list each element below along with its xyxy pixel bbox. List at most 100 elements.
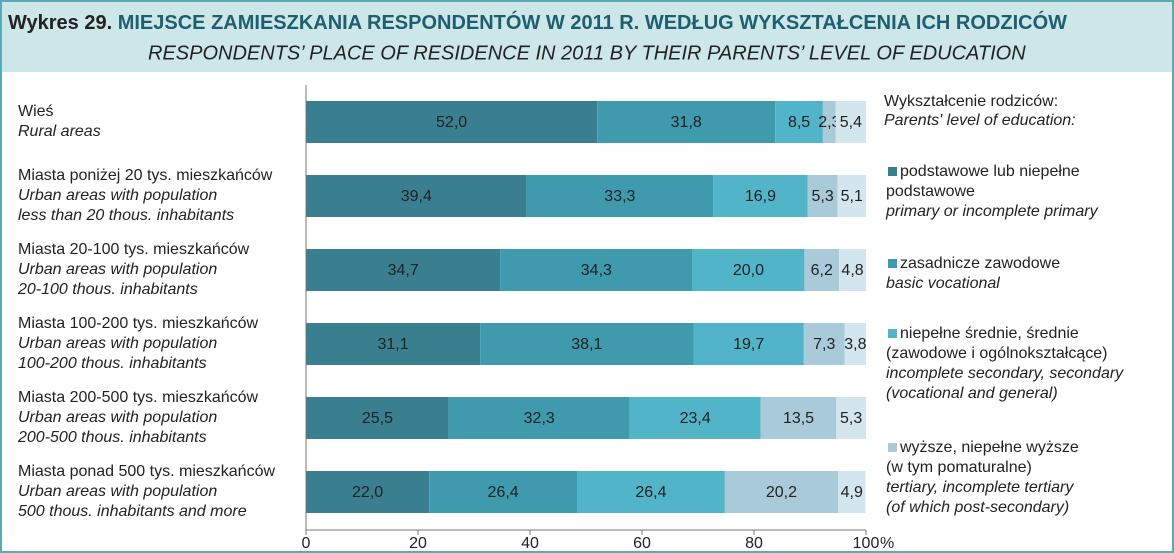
x-tick-label: 40	[521, 535, 539, 552]
legend-label: wyższe, niepełne wyższe	[899, 439, 1079, 456]
x-tick-label: 100	[853, 535, 880, 552]
category-label: Miasta poniżej 20 tys. mieszkańców	[18, 167, 273, 184]
chart-title: Wykres 29. MIEJSCE ZAMIESZKANIA RESPONDE…	[8, 10, 1067, 34]
legend-label: (zawodowe i ogólnokształcące)	[886, 345, 1107, 362]
bar-segment	[306, 175, 527, 217]
category-label: Miasta ponad 500 tys. mieszkańców	[18, 463, 275, 480]
bar-segment	[713, 175, 808, 217]
bar-segment	[629, 397, 761, 439]
category-label: Urban areas with population	[18, 335, 217, 352]
bar-segment	[724, 471, 838, 513]
value-label: 26,4	[488, 484, 519, 501]
legend-label: zasadnicze zawodowe	[900, 255, 1060, 272]
value-label: 38,1	[571, 336, 602, 353]
legend-label: podstawowe	[886, 183, 975, 200]
value-label: 4,9	[841, 484, 863, 501]
bar-segment	[480, 323, 694, 365]
value-label: 7,3	[813, 336, 835, 353]
category-label: 200-500 thous. inhabitants	[17, 429, 207, 446]
x-tick-label: 20	[409, 535, 427, 552]
category-label: 20-100 thous. inhabitants	[17, 281, 198, 298]
category-label: less than 20 thous. inhabitants	[18, 207, 234, 224]
value-label: 2,3	[818, 114, 840, 131]
value-label: 4,8	[841, 262, 863, 279]
legend-label-en: primary or incomplete primary	[885, 203, 1099, 220]
value-label: 31,8	[671, 114, 702, 131]
category-label: Urban areas with population	[18, 261, 217, 278]
bar-segment	[693, 323, 804, 365]
value-label: 32,3	[524, 410, 555, 427]
bar-segment	[807, 175, 838, 217]
bar-segment	[306, 249, 501, 291]
legend-label-en: tertiary, incomplete tertiary	[886, 479, 1074, 496]
category-label: Miasta 100-200 tys. mieszkańców	[18, 315, 259, 332]
value-label: 20,0	[733, 262, 764, 279]
bar-segment	[760, 397, 837, 439]
bar-segment	[448, 397, 630, 439]
legend-label-en: (vocational and general)	[886, 385, 1058, 402]
value-label: 34,3	[581, 262, 612, 279]
value-label: 3,8	[844, 336, 866, 353]
bar-segment	[306, 397, 449, 439]
category-label: Urban areas with population	[18, 409, 217, 426]
title-prefix: Wykres 29.	[8, 12, 112, 34]
category-label: 100-200 thous. inhabitants	[18, 355, 207, 372]
value-label: 5,3	[840, 410, 862, 427]
bar-segment	[429, 471, 578, 513]
value-label: 19,7	[733, 336, 764, 353]
bar-segment	[692, 249, 805, 291]
legend-swatch	[888, 329, 897, 338]
category-label: Urban areas with population	[18, 483, 217, 500]
bar-segment	[835, 101, 866, 143]
value-label: 13,5	[783, 410, 814, 427]
bar-segment	[577, 471, 725, 513]
value-label: 26,4	[635, 484, 666, 501]
value-label: 5,3	[811, 188, 833, 205]
title-main: MIEJSCE ZAMIESZKANIA RESPONDENTÓW W 2011…	[118, 10, 1067, 34]
legend-label-en: (of which post-secondary)	[886, 499, 1069, 516]
bar-segment	[306, 323, 481, 365]
value-label: 25,5	[362, 410, 393, 427]
legend-title: Parents' level of education:	[884, 112, 1076, 129]
bar-segment	[844, 323, 866, 365]
bar-segment	[822, 101, 836, 143]
bar-segment	[839, 249, 866, 291]
value-label: 31,1	[378, 336, 409, 353]
legend-swatch	[888, 167, 897, 176]
legend-swatch	[888, 443, 897, 452]
value-label: 20,2	[766, 484, 797, 501]
bar-segment	[837, 175, 866, 217]
x-tick-label: 60	[633, 535, 651, 552]
bar-segment	[838, 471, 866, 513]
legend-label-en: incomplete secondary, secondary	[886, 365, 1124, 382]
category-label: 500 thous. inhabitants and more	[18, 503, 247, 520]
value-label: 23,4	[680, 410, 711, 427]
value-label: 6,2	[811, 262, 833, 279]
bar-segment	[306, 471, 430, 513]
chart-subtitle: RESPONDENTS’ PLACE OF RESIDENCE IN 2011 …	[148, 42, 1026, 64]
value-label: 52,0	[436, 114, 467, 131]
category-label: Rural areas	[18, 123, 101, 140]
value-label: 34,7	[388, 262, 419, 279]
category-label: Miasta 20-100 tys. mieszkańców	[18, 241, 250, 258]
header-band	[2, 2, 1172, 72]
value-label: 16,9	[745, 188, 776, 205]
value-label: 33,3	[604, 188, 635, 205]
x-tick-label: 80	[745, 535, 763, 552]
category-label: Urban areas with population	[18, 187, 217, 204]
x-unit: %	[880, 535, 894, 552]
x-tick-label: 0	[302, 535, 311, 552]
bar-segment	[597, 101, 776, 143]
value-label: 8,5	[788, 114, 810, 131]
legend-label: (w tym pomaturalne)	[886, 459, 1032, 476]
bar-segment	[775, 101, 823, 143]
bar-segment	[526, 175, 714, 217]
legend-label-en: basic vocational	[886, 275, 1000, 292]
category-label: Wieś	[18, 103, 54, 120]
bar-segment	[804, 249, 840, 291]
legend-label: podstawowe lub niepełne	[900, 163, 1080, 180]
bar-segment	[500, 249, 693, 291]
bar-segment	[803, 323, 845, 365]
value-label: 39,4	[401, 188, 432, 205]
